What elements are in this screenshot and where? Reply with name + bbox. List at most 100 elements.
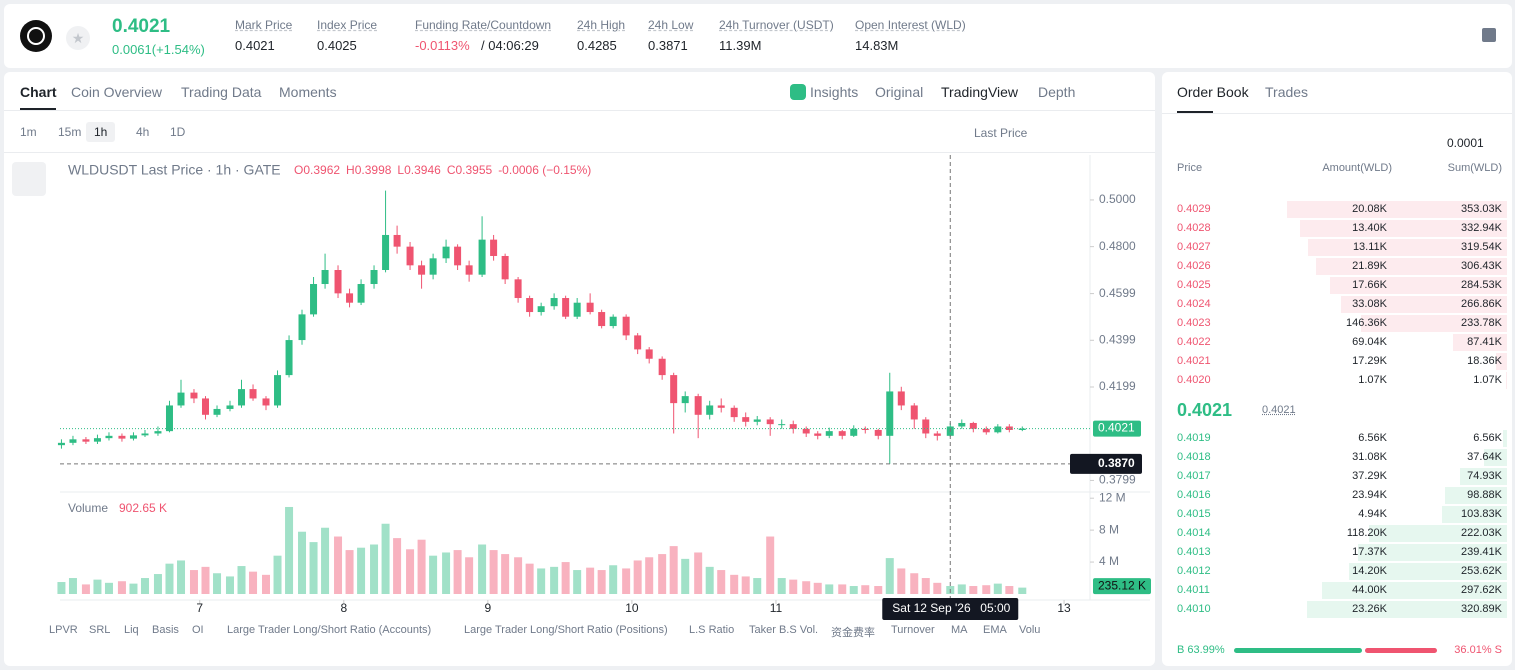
sell-bar [1364, 648, 1437, 653]
indicator[interactable]: EMA [983, 624, 1007, 636]
volume-bar [225, 576, 234, 594]
candle-body [958, 422, 966, 427]
price-source[interactable]: Last Price [974, 126, 1028, 140]
ob-row: 0.4023 146.36K 233.78K [1167, 314, 1507, 333]
volume-bar [573, 570, 582, 594]
header: ★ 0.4021 0.0061(+1.54%) Mark Price 0.4021… [4, 4, 1512, 68]
ob-header: Price [1177, 162, 1203, 174]
ob-amount: 4.94K [1358, 508, 1387, 520]
volume-bar [885, 558, 894, 594]
view-tab[interactable]: TradingView [941, 84, 1019, 100]
indicator[interactable]: Large Trader Long/Short Ratio (Positions… [464, 624, 668, 636]
x-tick-label: 13 [1057, 601, 1071, 615]
candle-body [598, 312, 606, 327]
ob-sum: 233.78K [1461, 317, 1502, 329]
ob-price: 0.4013 [1177, 546, 1211, 558]
indicator[interactable]: Large Trader Long/Short Ratio (Accounts) [227, 624, 432, 636]
ob-row: 0.4012 14.20K 253.62K [1167, 562, 1507, 581]
y-tick-label: 0.5000 [1099, 192, 1136, 206]
stat-label: 24h Low [648, 18, 694, 32]
indicator[interactable]: Liq [124, 624, 139, 636]
indicator[interactable]: Turnover [891, 624, 935, 636]
divider [4, 110, 1155, 111]
interval[interactable]: 1D [170, 125, 186, 139]
ob-tab[interactable]: Order Book [1177, 84, 1249, 100]
price-change: 0.0061(+1.54%) [112, 42, 205, 57]
volume-bar [93, 579, 102, 594]
favorite[interactable]: ★ [66, 26, 90, 50]
view-tab[interactable]: Depth [1038, 84, 1076, 100]
stat-value: 11.39M [719, 38, 762, 53]
ob-sum: 18.36K [1467, 355, 1502, 367]
interval[interactable]: 15m [58, 125, 82, 139]
ob-sum: 332.94K [1461, 222, 1502, 234]
volume-bar [825, 584, 834, 594]
ob-price: 0.4012 [1177, 565, 1211, 577]
volume-bar [298, 531, 307, 594]
ob-amount: 44.00K [1352, 584, 1387, 596]
indicator[interactable]: 资金费率 [831, 627, 875, 639]
ob-amount: 13.40K [1352, 222, 1387, 234]
chart-tab[interactable]: Trading Data [181, 84, 262, 100]
volume-bar [802, 581, 811, 594]
ob-price: 0.4019 [1177, 432, 1211, 444]
indicator[interactable]: SRL [89, 624, 111, 636]
ob-header: Sum(WLD) [1447, 162, 1502, 174]
stat-value: -0.0113% [415, 38, 470, 53]
candle-body [514, 279, 522, 299]
indicator[interactable]: Volu [1019, 624, 1041, 636]
depth-bar [1502, 430, 1507, 447]
volume-bar [273, 555, 282, 594]
indicator[interactable]: L.S Ratio [689, 624, 735, 636]
volume-bar [237, 566, 246, 594]
book-icon[interactable] [1482, 28, 1496, 42]
volume-bar [334, 536, 343, 594]
view-tab[interactable]: Insights [810, 84, 859, 100]
volume-bar [669, 546, 678, 594]
tick-size[interactable]: 0.0001 [1447, 136, 1484, 150]
stat-label: 24h Turnover (USDT) [719, 18, 834, 32]
indicator[interactable]: LPVR [49, 624, 78, 636]
ob-row: 0.4019 6.56K 6.56K [1167, 429, 1507, 448]
chart-tab[interactable]: Moments [279, 84, 337, 100]
interval[interactable]: 1h [86, 122, 116, 142]
indicator[interactable]: MA [951, 624, 968, 636]
ob-amount: 17.66K [1352, 279, 1387, 291]
ob-price: 0.4015 [1177, 508, 1211, 520]
ob-price: 0.4020 [1177, 374, 1211, 386]
last-price-box [1093, 420, 1141, 437]
indicator[interactable]: Basis [152, 624, 179, 636]
candle-body [658, 358, 666, 376]
volume-bar [658, 554, 667, 594]
depth-bar [1316, 258, 1507, 275]
ob-sum: 222.03K [1461, 527, 1502, 539]
volume-bar [189, 570, 198, 594]
y-tick-label: 0.4800 [1099, 239, 1136, 253]
candle-body [789, 424, 797, 429]
volume-bar [201, 566, 210, 594]
chart-tab[interactable]: Coin Overview [71, 84, 163, 100]
ob-row: 0.4025 17.66K 284.53K [1167, 276, 1507, 295]
indicator[interactable]: Taker B.S Vol. [749, 624, 819, 636]
volume-bar [550, 566, 559, 594]
ob-tab[interactable]: Trades [1265, 84, 1309, 100]
depth-bar [1348, 563, 1507, 580]
depth-bar [1357, 544, 1507, 561]
candle-body [406, 246, 414, 266]
view-tab[interactable]: Original [875, 84, 924, 100]
indicator[interactable]: OI [192, 624, 204, 636]
crosshair-tool[interactable] [12, 162, 46, 196]
mid-ref: 0.4021 [1262, 404, 1296, 416]
ob-price: 0.4029 [1177, 203, 1211, 215]
candle-body [490, 239, 498, 256]
volume-bar [81, 584, 90, 594]
candle-body [802, 428, 810, 434]
volume-bar [633, 560, 642, 594]
stat-value: 0.3871 [648, 38, 688, 53]
interval[interactable]: 4h [136, 125, 150, 139]
chart-tab[interactable]: Chart [20, 84, 57, 100]
interval[interactable]: 1m [20, 125, 37, 139]
ob-price: 0.4016 [1177, 489, 1211, 501]
crosshair-time: Sat 12 Sep '26 [892, 601, 971, 615]
